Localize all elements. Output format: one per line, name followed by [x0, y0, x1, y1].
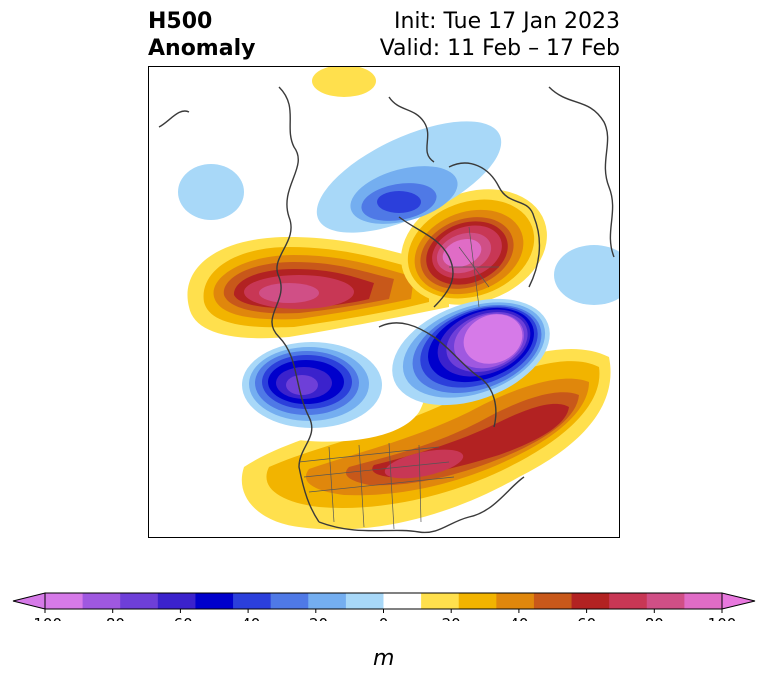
- colorbar-cell: [458, 593, 497, 609]
- colorbar-cell: [45, 593, 84, 609]
- colorbar-cell: [609, 593, 648, 609]
- colorbar-tick-label: -40: [236, 615, 261, 621]
- title-variable: H500: [148, 9, 213, 34]
- title-type: Anomaly: [148, 36, 256, 61]
- colorbar-cell: [421, 593, 460, 609]
- colorbar-tick-label: 0: [379, 615, 389, 621]
- colorbar-cell: [646, 593, 685, 609]
- colorbar-tick-label: -20: [304, 615, 329, 621]
- valid-range: Valid: 11 Feb – 17 Feb: [379, 36, 620, 61]
- colorbar-cell: [345, 593, 384, 609]
- colorbar-cell: [233, 593, 272, 609]
- colorbar-cell: [684, 593, 723, 609]
- colorbar-tick-label: -100: [28, 615, 62, 621]
- colorbar-extend-low: [12, 592, 46, 610]
- map-dates: Init: Tue 17 Jan 2023 Valid: 11 Feb – 17…: [380, 8, 620, 62]
- colorbar-cell: [571, 593, 610, 609]
- negative-anomaly-east: [392, 298, 550, 406]
- map-title: H500 Anomaly: [148, 8, 255, 62]
- negative-anomaly-arctic: [178, 121, 619, 305]
- positive-anomaly-south: [241, 348, 611, 530]
- colorbar-ticks: -100 -80 -60 -40 -20 0 20 40 60 80 100: [28, 609, 736, 621]
- colorbar-tick-label: 100: [708, 615, 737, 621]
- colorbar-cell: [82, 593, 121, 609]
- positive-anomaly-pacific: [187, 237, 449, 339]
- colorbar-tick-label: 60: [577, 615, 596, 621]
- colorbar-tick-label: 20: [442, 615, 461, 621]
- colorbar-unit: m: [373, 646, 395, 671]
- state-borders: [298, 226, 499, 530]
- colorbar-tick-label: -60: [168, 615, 193, 621]
- colorbar-cell: [157, 593, 196, 609]
- colorbar-tick-label: 80: [645, 615, 664, 621]
- colorbar-cell: [308, 593, 347, 609]
- colorbar-tick-label: 40: [509, 615, 528, 621]
- colorbar-cell: [383, 593, 422, 609]
- positive-anomaly-greenland: [401, 189, 547, 305]
- colorbar-cell: [270, 593, 309, 609]
- colorbar-cell: [496, 593, 535, 609]
- colorbar-cells: [45, 593, 723, 609]
- coastlines: [158, 86, 615, 534]
- init-date: Init: Tue 17 Jan 2023: [393, 9, 620, 34]
- anomaly-map: [148, 66, 620, 538]
- positive-anomaly-north: [312, 67, 376, 97]
- colorbar-tick-label: -80: [100, 615, 125, 621]
- colorbar-cell: [533, 593, 573, 609]
- map-canvas: [158, 67, 619, 534]
- colorbar-cell: [195, 593, 234, 609]
- colorbar-extend-high: [721, 592, 756, 610]
- negative-anomaly-west: [228, 336, 426, 442]
- colorbar: -100 -80 -60 -40 -20 0 20 40 60 80 100: [12, 592, 756, 621]
- colorbar-cell: [120, 593, 159, 609]
